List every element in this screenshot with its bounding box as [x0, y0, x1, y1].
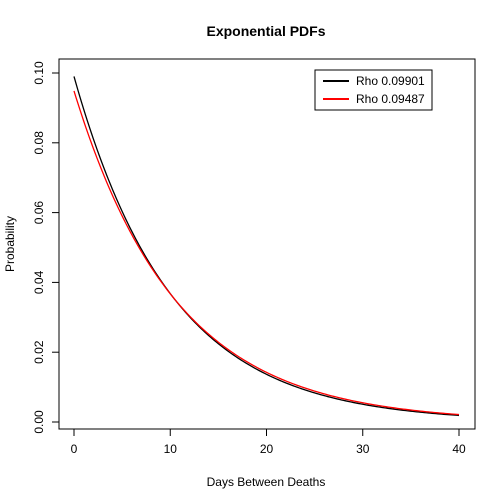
y-tick-label: 0.08: [32, 131, 46, 155]
x-tick-label: 40: [452, 442, 466, 456]
y-tick-label: 0.06: [32, 201, 46, 225]
y-tick-label: 0.02: [32, 340, 46, 364]
legend-label-rho-0-09901: Rho 0.09901: [356, 74, 425, 88]
y-tick-label: 0.10: [32, 61, 46, 85]
x-axis-label: Days Between Deaths: [207, 475, 326, 489]
x-axis: 0 10 20 30 40: [71, 428, 466, 456]
legend-box: [314, 69, 433, 111]
series-line-0: [73, 76, 460, 417]
x-tick-label: 30: [356, 442, 370, 456]
legend: Rho 0.09901 Rho 0.09487: [314, 69, 433, 111]
x-tick-label: 10: [164, 442, 178, 456]
series-line-1: [73, 90, 460, 416]
y-tick-label: 0.04: [32, 270, 46, 294]
y-axis: 0.00 0.02 0.04 0.06 0.08 0.10: [32, 61, 60, 434]
chart-title: Exponential PDFs: [206, 23, 325, 39]
y-axis-label: Probability: [3, 216, 17, 272]
legend-label-rho-0-09487: Rho 0.09487: [356, 92, 425, 106]
y-tick-label: 0.00: [32, 410, 46, 434]
plot-frame: [58, 58, 476, 430]
series-layer: [73, 76, 460, 417]
x-tick-label: 0: [71, 442, 78, 456]
x-tick-label: 20: [260, 442, 274, 456]
